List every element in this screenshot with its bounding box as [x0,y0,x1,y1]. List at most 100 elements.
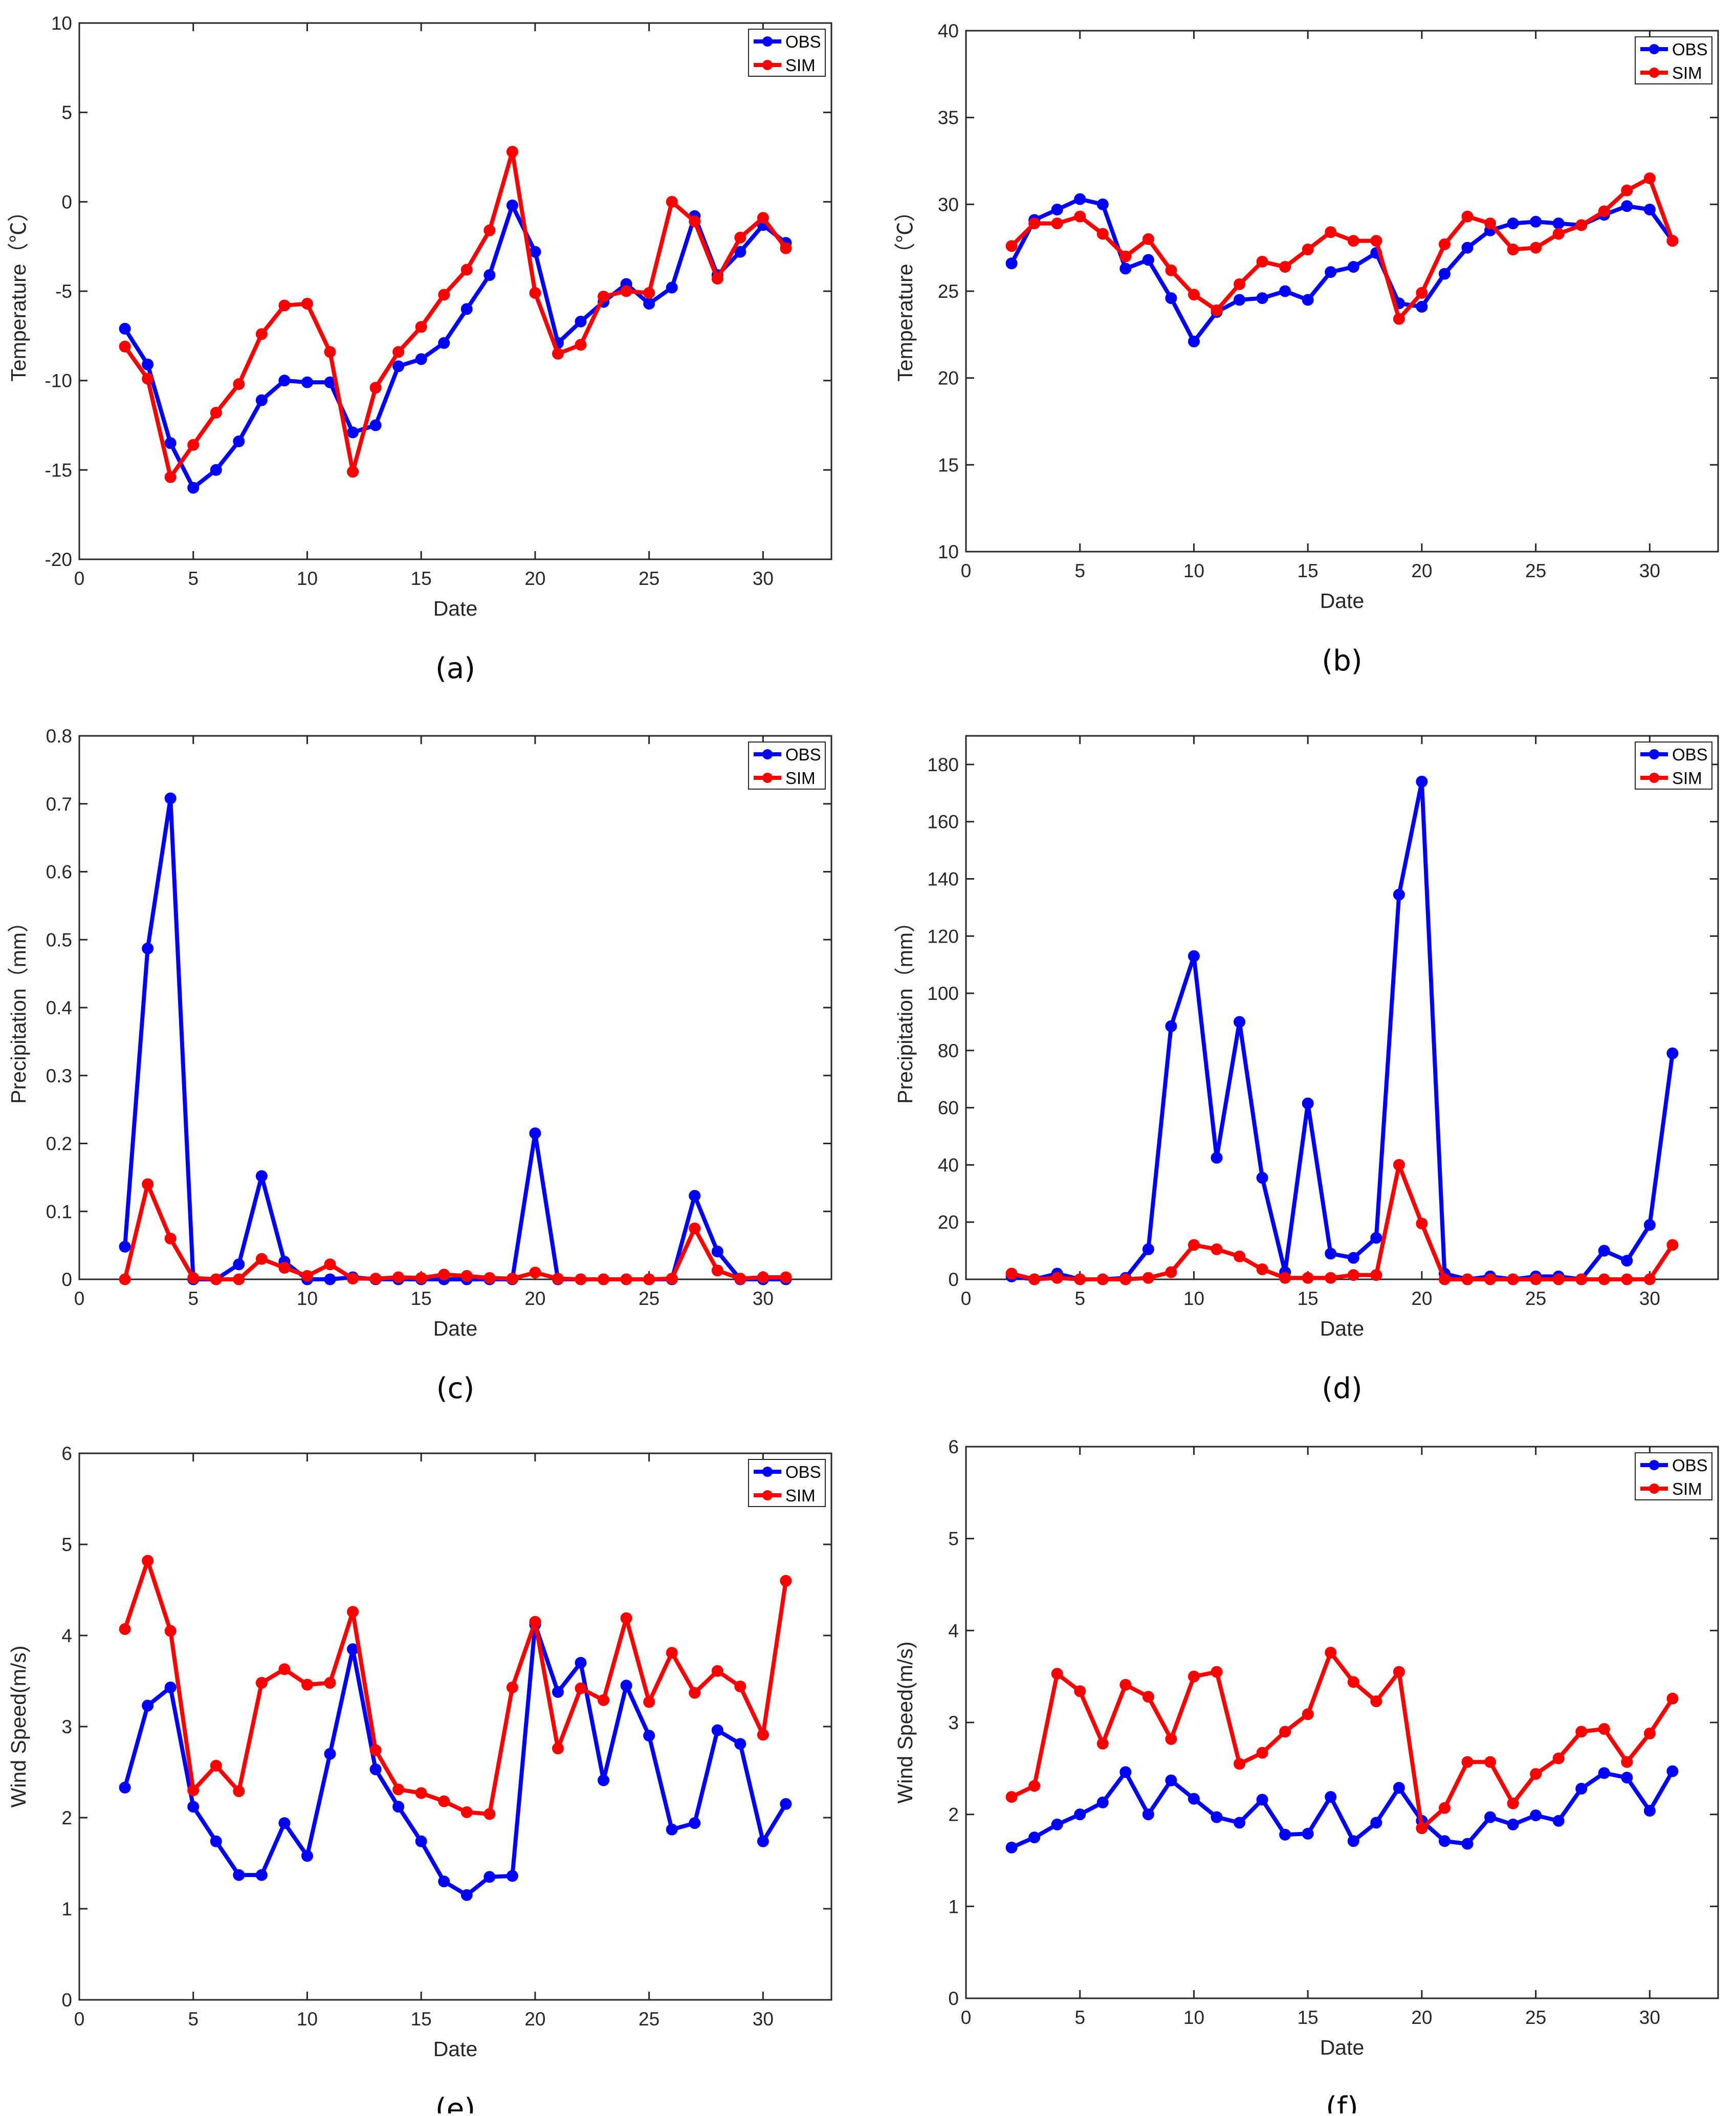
legend-label: SIM [785,769,816,788]
data-point-sim [1621,1273,1633,1285]
data-point-sim [1302,1708,1314,1720]
data-point-sim [210,1273,222,1285]
data-point-sim [1461,1756,1474,1768]
data-point-obs [301,376,313,388]
data-point-sim [1552,1752,1565,1764]
data-point-obs [1666,1047,1679,1059]
x-tick-label: 10 [1183,1288,1204,1309]
data-point-sim [734,1273,746,1285]
y-axis-label: Wind Speed(m/s) [893,1642,917,1804]
data-point-obs [620,1679,632,1692]
data-point-sim [757,212,769,224]
data-point-obs [1552,217,1565,230]
data-point-obs [1552,1815,1565,1827]
data-point-obs [734,1738,746,1750]
plot-area [78,735,832,1280]
data-point-sim [1347,1676,1359,1688]
data-point-sim [1507,1273,1519,1285]
legend [1635,36,1712,84]
data-point-obs [1325,1248,1337,1260]
data-point-sim [1598,1273,1610,1285]
data-point-sim [1119,250,1132,263]
data-point-sim [529,287,541,299]
data-point-obs [484,1871,496,1883]
data-point-sim [1256,255,1268,268]
data-point-sim [711,1264,723,1277]
x-tick-label: 10 [297,1288,318,1309]
data-point-obs [1096,1796,1109,1808]
data-point-sim [1552,1273,1565,1285]
data-point-sim [278,299,291,312]
data-point-obs [1507,217,1519,230]
data-point-obs [1119,263,1132,275]
data-point-obs [1461,242,1474,254]
data-point-sim [164,1625,177,1637]
data-point-sim [369,382,382,394]
data-point-sim [1005,1791,1018,1803]
data-point-obs [734,246,746,258]
data-point-obs [119,322,131,335]
data-point-sim [1211,1666,1223,1678]
data-point-sim [1530,1273,1542,1285]
data-point-obs [1188,950,1200,962]
data-point-obs [119,1240,131,1253]
data-point-sim [255,328,268,340]
data-point-obs [1188,1793,1200,1805]
legend [748,1459,826,1507]
data-point-obs [164,437,177,449]
data-point-sim [1302,1272,1314,1284]
y-tick-label: 0.4 [46,997,72,1018]
y-tick-label: 40 [938,20,959,41]
data-point-obs [643,297,655,310]
y-tick-label: 40 [938,1154,959,1175]
data-point-sim [1279,1272,1291,1284]
data-point-sim [1393,1159,1405,1171]
data-point-sim [1234,1250,1246,1262]
data-point-obs [347,426,359,439]
data-point-obs [1165,1020,1177,1032]
data-point-obs [1621,1772,1633,1784]
y-tick-label: 6 [61,1443,72,1464]
y-tick-label: 10 [51,13,72,34]
data-point-sim [1575,1273,1588,1285]
data-point-obs [1096,198,1109,210]
data-point-sim [438,1269,450,1281]
data-point-sim [187,1272,200,1284]
y-axis-label: Temperature（℃） [893,201,917,381]
data-point-sim [1347,1269,1359,1281]
x-tick-label: 20 [524,568,545,589]
data-point-sim [142,1178,154,1190]
data-point-obs [233,435,245,447]
y-tick-label: 0.6 [46,862,72,883]
data-point-obs [529,246,541,258]
y-axis-label: Temperature（℃） [7,201,30,381]
data-point-obs [1028,1831,1041,1844]
data-point-sim [1575,1726,1588,1738]
data-point-obs [1347,260,1359,273]
y-tick-label: -20 [45,549,72,570]
x-tick-label: 15 [411,2009,432,2030]
y-tick-label: 80 [938,1040,959,1061]
data-point-obs [484,269,496,281]
legend-label: OBS [785,745,821,764]
y-tick-label: 0.1 [46,1201,72,1222]
x-tick-label: 30 [753,568,774,589]
y-tick-label: -10 [45,370,72,391]
data-point-sim [1643,1728,1656,1740]
data-point-obs [1302,294,1314,306]
data-point-sim [460,1270,473,1282]
x-tick-label: 5 [1074,560,1085,581]
data-point-sim [1484,217,1497,230]
data-point-obs [1234,1016,1246,1028]
data-point-sim [1074,210,1086,223]
x-tick-label: 0 [961,1288,972,1309]
data-point-obs [1621,1255,1633,1267]
data-point-obs [1621,200,1633,212]
legend-label: OBS [1672,745,1708,764]
x-tick-label: 20 [1411,560,1432,581]
data-point-obs [1188,335,1200,347]
data-point-sim [1279,260,1291,273]
data-point-sim [1575,219,1588,231]
data-point-obs [1051,1818,1063,1830]
y-tick-label: 4 [948,1620,959,1641]
